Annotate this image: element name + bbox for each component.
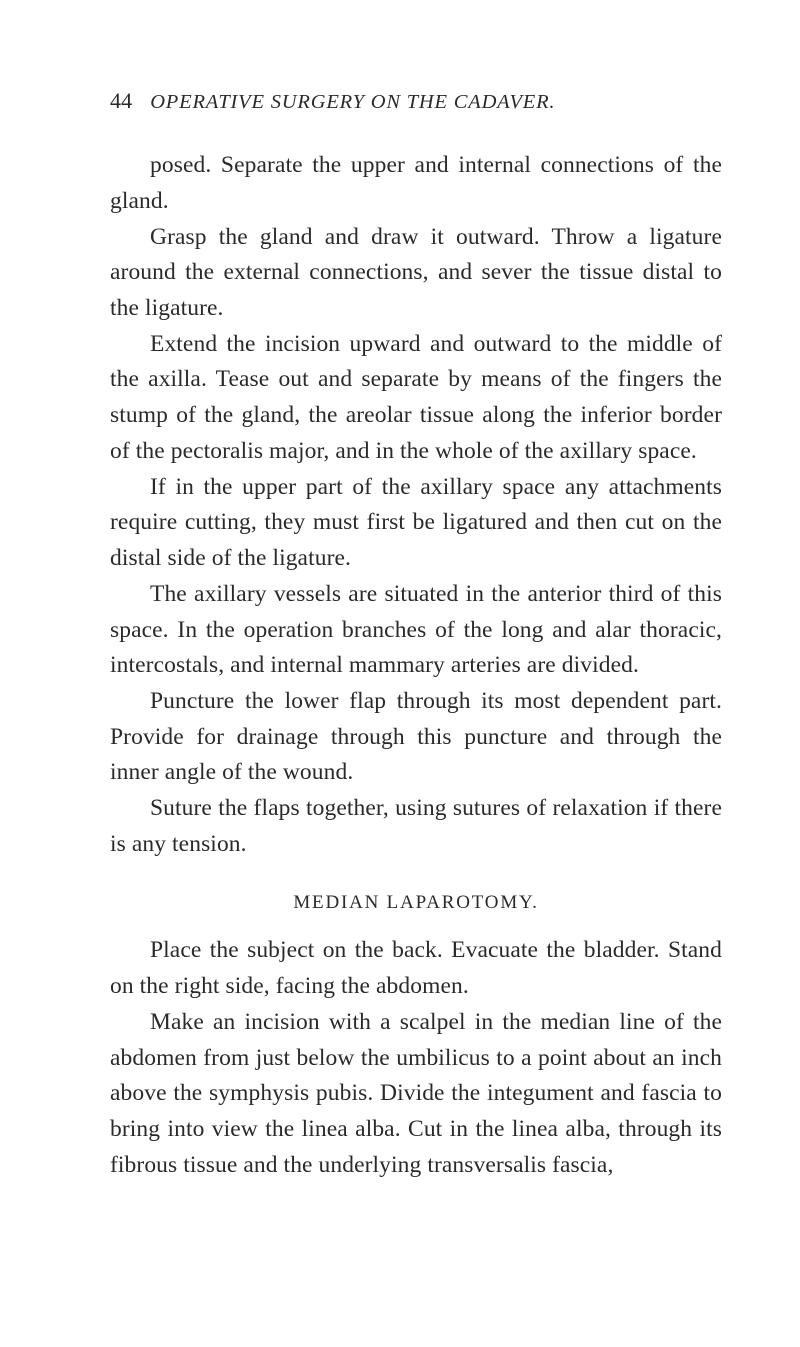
running-title: OPERATIVE SURGERY ON THE CADAVER.	[150, 87, 555, 118]
body-paragraph: The axillary vessels are situated in the…	[110, 577, 722, 684]
page: 44 OPERATIVE SURGERY ON THE CADAVER. pos…	[0, 0, 800, 1347]
body-paragraph: Grasp the gland and draw it outward. Thr…	[110, 220, 722, 327]
running-head: 44 OPERATIVE SURGERY ON THE CADAVER.	[110, 84, 722, 118]
body-paragraph: posed. Separate the upper and internal c…	[110, 148, 722, 219]
body-paragraph: Make an incision with a scalpel in the m…	[110, 1005, 722, 1184]
body-paragraph: Extend the incision upward and outward t…	[110, 327, 722, 470]
body-paragraph: Puncture the lower flap through its most…	[110, 684, 722, 791]
section-title: MEDIAN LAPAROTOMY.	[110, 889, 722, 918]
page-number: 44	[110, 84, 132, 117]
body-paragraph: If in the upper part of the axillary spa…	[110, 470, 722, 577]
body-paragraph: Place the subject on the back. Evacuate …	[110, 933, 722, 1004]
body-paragraph: Suture the flaps together, using sutures…	[110, 791, 722, 862]
